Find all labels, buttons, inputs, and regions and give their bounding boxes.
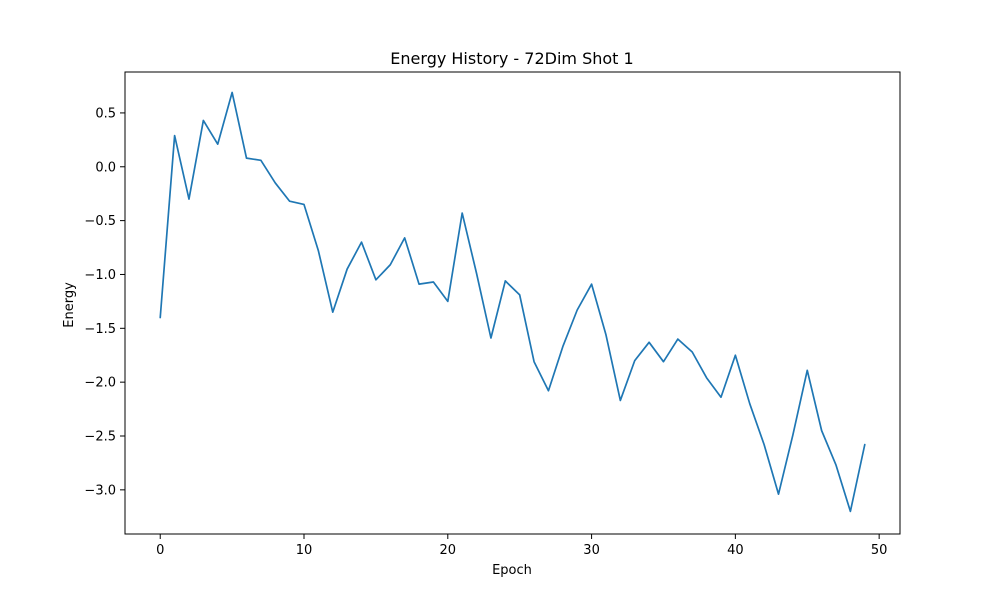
x-tick-label: 0 (156, 543, 164, 558)
y-tick-label: 0.0 (95, 160, 116, 175)
y-tick-label: −2.5 (84, 430, 116, 445)
y-tick-label: −1.5 (84, 322, 116, 337)
y-tick-label: −2.0 (84, 376, 116, 391)
y-tick-label: −0.5 (84, 214, 116, 229)
x-axis-label: Epoch (492, 563, 532, 578)
energy-series-line (159, 91, 866, 513)
y-tick-label: 0.5 (95, 106, 116, 121)
y-axis-ticks: 0.5 0.0 −0.5 −1.0 −1.5 −2.0 −2.5 −3.0 (84, 106, 125, 498)
x-tick-label: 20 (440, 543, 457, 558)
plot-area-frame (124, 71, 901, 535)
x-tick-label: 10 (296, 543, 313, 558)
x-tick-label: 40 (727, 543, 744, 558)
y-axis-label: Energy (62, 282, 77, 328)
x-axis-ticks: 0 10 20 30 40 50 (156, 534, 887, 558)
x-tick-label: 30 (583, 543, 600, 558)
x-tick-label: 50 (871, 543, 888, 558)
y-tick-label: −1.0 (84, 268, 116, 283)
series-group (159, 91, 866, 513)
chart-title: Energy History - 72Dim Shot 1 (390, 49, 633, 68)
y-tick-label: −3.0 (84, 483, 116, 498)
